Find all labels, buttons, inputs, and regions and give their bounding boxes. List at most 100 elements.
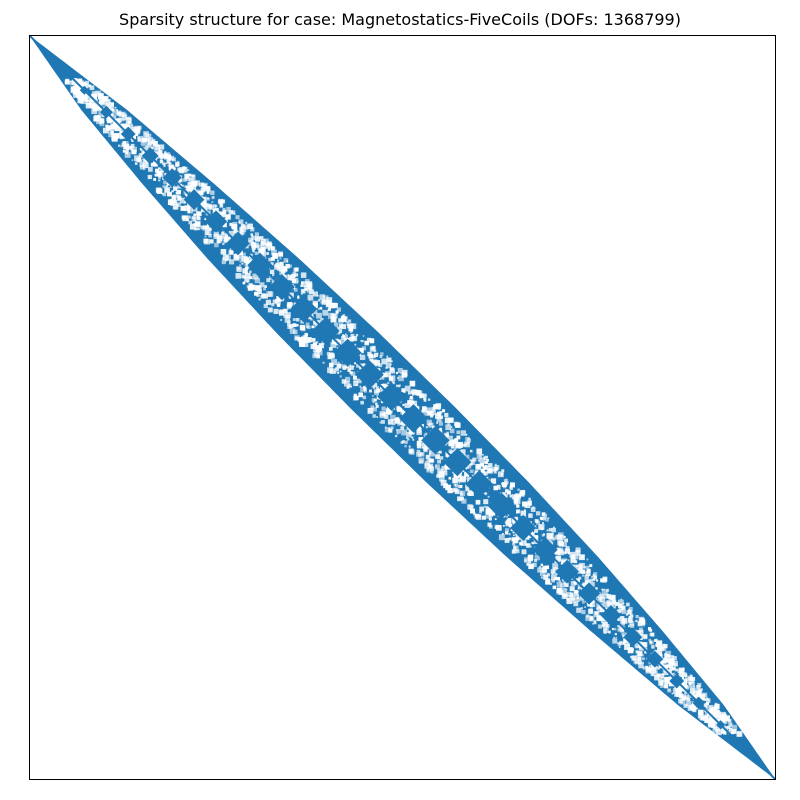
sparse-gap: [620, 628, 625, 633]
sparse-gap: [139, 161, 145, 167]
sparse-gap: [232, 221, 238, 227]
sparse-gap: [714, 703, 721, 710]
sparse-gap: [432, 425, 435, 429]
sparse-gap: [698, 715, 701, 719]
sparse-gap: [428, 464, 432, 468]
sparse-gap: [667, 669, 672, 675]
sparse-gap: [524, 540, 527, 543]
sparse-gap: [720, 711, 727, 718]
sparse-gap: [360, 387, 365, 392]
sparse-gap: [542, 565, 546, 569]
sparse-gap: [471, 505, 474, 508]
sparse-gap: [564, 538, 568, 543]
sparse-gap: [162, 162, 166, 165]
sparse-gap: [710, 723, 716, 728]
sparse-gap: [441, 409, 446, 413]
sparse-gap: [586, 614, 590, 618]
sparse-gap: [193, 217, 197, 222]
sparse-gap: [504, 528, 510, 533]
sparse-gap: [402, 440, 405, 443]
sparse-gap: [75, 88, 80, 94]
sparse-gap: [597, 624, 603, 629]
sparse-gap: [206, 223, 210, 227]
sparse-gap: [394, 417, 401, 424]
sparse-gap: [261, 238, 266, 244]
sparse-gap: [592, 578, 596, 581]
sparse-gap: [332, 313, 338, 319]
sparse-gap: [224, 218, 228, 222]
sparse-gap: [306, 325, 309, 329]
sparse-gap: [293, 329, 298, 335]
sparse-gap: [538, 523, 545, 530]
sparse-gap: [157, 171, 164, 177]
sparse-gap: [240, 223, 245, 228]
sparse-gap: [291, 278, 297, 284]
sparse-gap: [620, 598, 623, 601]
sparse-gap: [547, 517, 550, 520]
sparse-gap: [242, 268, 248, 274]
sparse-gap: [355, 383, 358, 386]
sparse-gap: [322, 361, 325, 364]
sparse-gap: [176, 197, 181, 202]
sparse-gap: [530, 507, 536, 512]
sparse-gap: [700, 716, 705, 721]
sparse-gap: [460, 490, 463, 493]
sparse-gap: [659, 654, 663, 658]
sparse-gap: [80, 81, 86, 87]
sparse-gap: [498, 487, 501, 490]
sparse-gap: [392, 422, 396, 426]
sparse-gap: [422, 406, 427, 411]
sparse-gap: [218, 234, 223, 239]
sparse-gap: [483, 455, 488, 460]
sparse-gap: [333, 370, 337, 374]
sparse-gap: [254, 277, 261, 284]
sparse-gap: [476, 464, 480, 468]
sparse-gap: [75, 78, 79, 83]
sparse-gap: [666, 654, 670, 658]
sparse-gap: [503, 479, 507, 483]
sparse-gap: [162, 192, 167, 197]
sparse-gap: [345, 320, 349, 324]
sparse-gap: [233, 213, 236, 215]
sparse-gap: [359, 385, 362, 388]
sparse-gap: [189, 223, 196, 230]
sparse-gap: [589, 564, 593, 568]
sparse-gap: [618, 608, 623, 613]
sparse-gap: [105, 124, 108, 128]
sparse-gap: [485, 512, 492, 519]
sparse-gap: [445, 424, 451, 431]
sparse-gap: [438, 450, 442, 454]
sparse-gap: [603, 588, 605, 591]
sparse-gap: [534, 555, 540, 561]
sparse-gap: [405, 437, 408, 439]
sparse-gap: [642, 661, 644, 664]
sparse-gap: [398, 375, 404, 382]
sparse-gap: [276, 296, 282, 302]
sparse-gap: [447, 487, 453, 494]
sparse-gap: [429, 414, 434, 418]
sparse-gap: [312, 346, 319, 353]
sparse-gap: [513, 534, 515, 537]
sparse-gap: [429, 410, 435, 416]
sparse-gap: [250, 227, 255, 232]
sparse-gap: [137, 157, 142, 161]
sparse-gap: [356, 363, 360, 368]
sparse-gap: [268, 257, 272, 262]
main-diagonal: [29, 35, 776, 780]
sparse-gap: [116, 118, 118, 121]
sparse-gap: [77, 97, 84, 104]
sparse-gap: [209, 239, 214, 244]
sparse-gap: [693, 685, 696, 688]
sparse-gap: [184, 205, 191, 212]
sparse-gap: [638, 660, 642, 665]
sparse-gap: [204, 218, 207, 221]
sparse-gap: [542, 513, 548, 519]
sparse-gap: [621, 632, 625, 636]
sparse-gap: [147, 137, 154, 143]
sparse-gap: [119, 130, 123, 134]
sparse-gap: [150, 146, 154, 150]
sparse-gap: [529, 564, 534, 569]
sparse-gap: [699, 693, 706, 700]
sparse-gap: [680, 694, 687, 701]
sparse-gap: [349, 336, 354, 342]
